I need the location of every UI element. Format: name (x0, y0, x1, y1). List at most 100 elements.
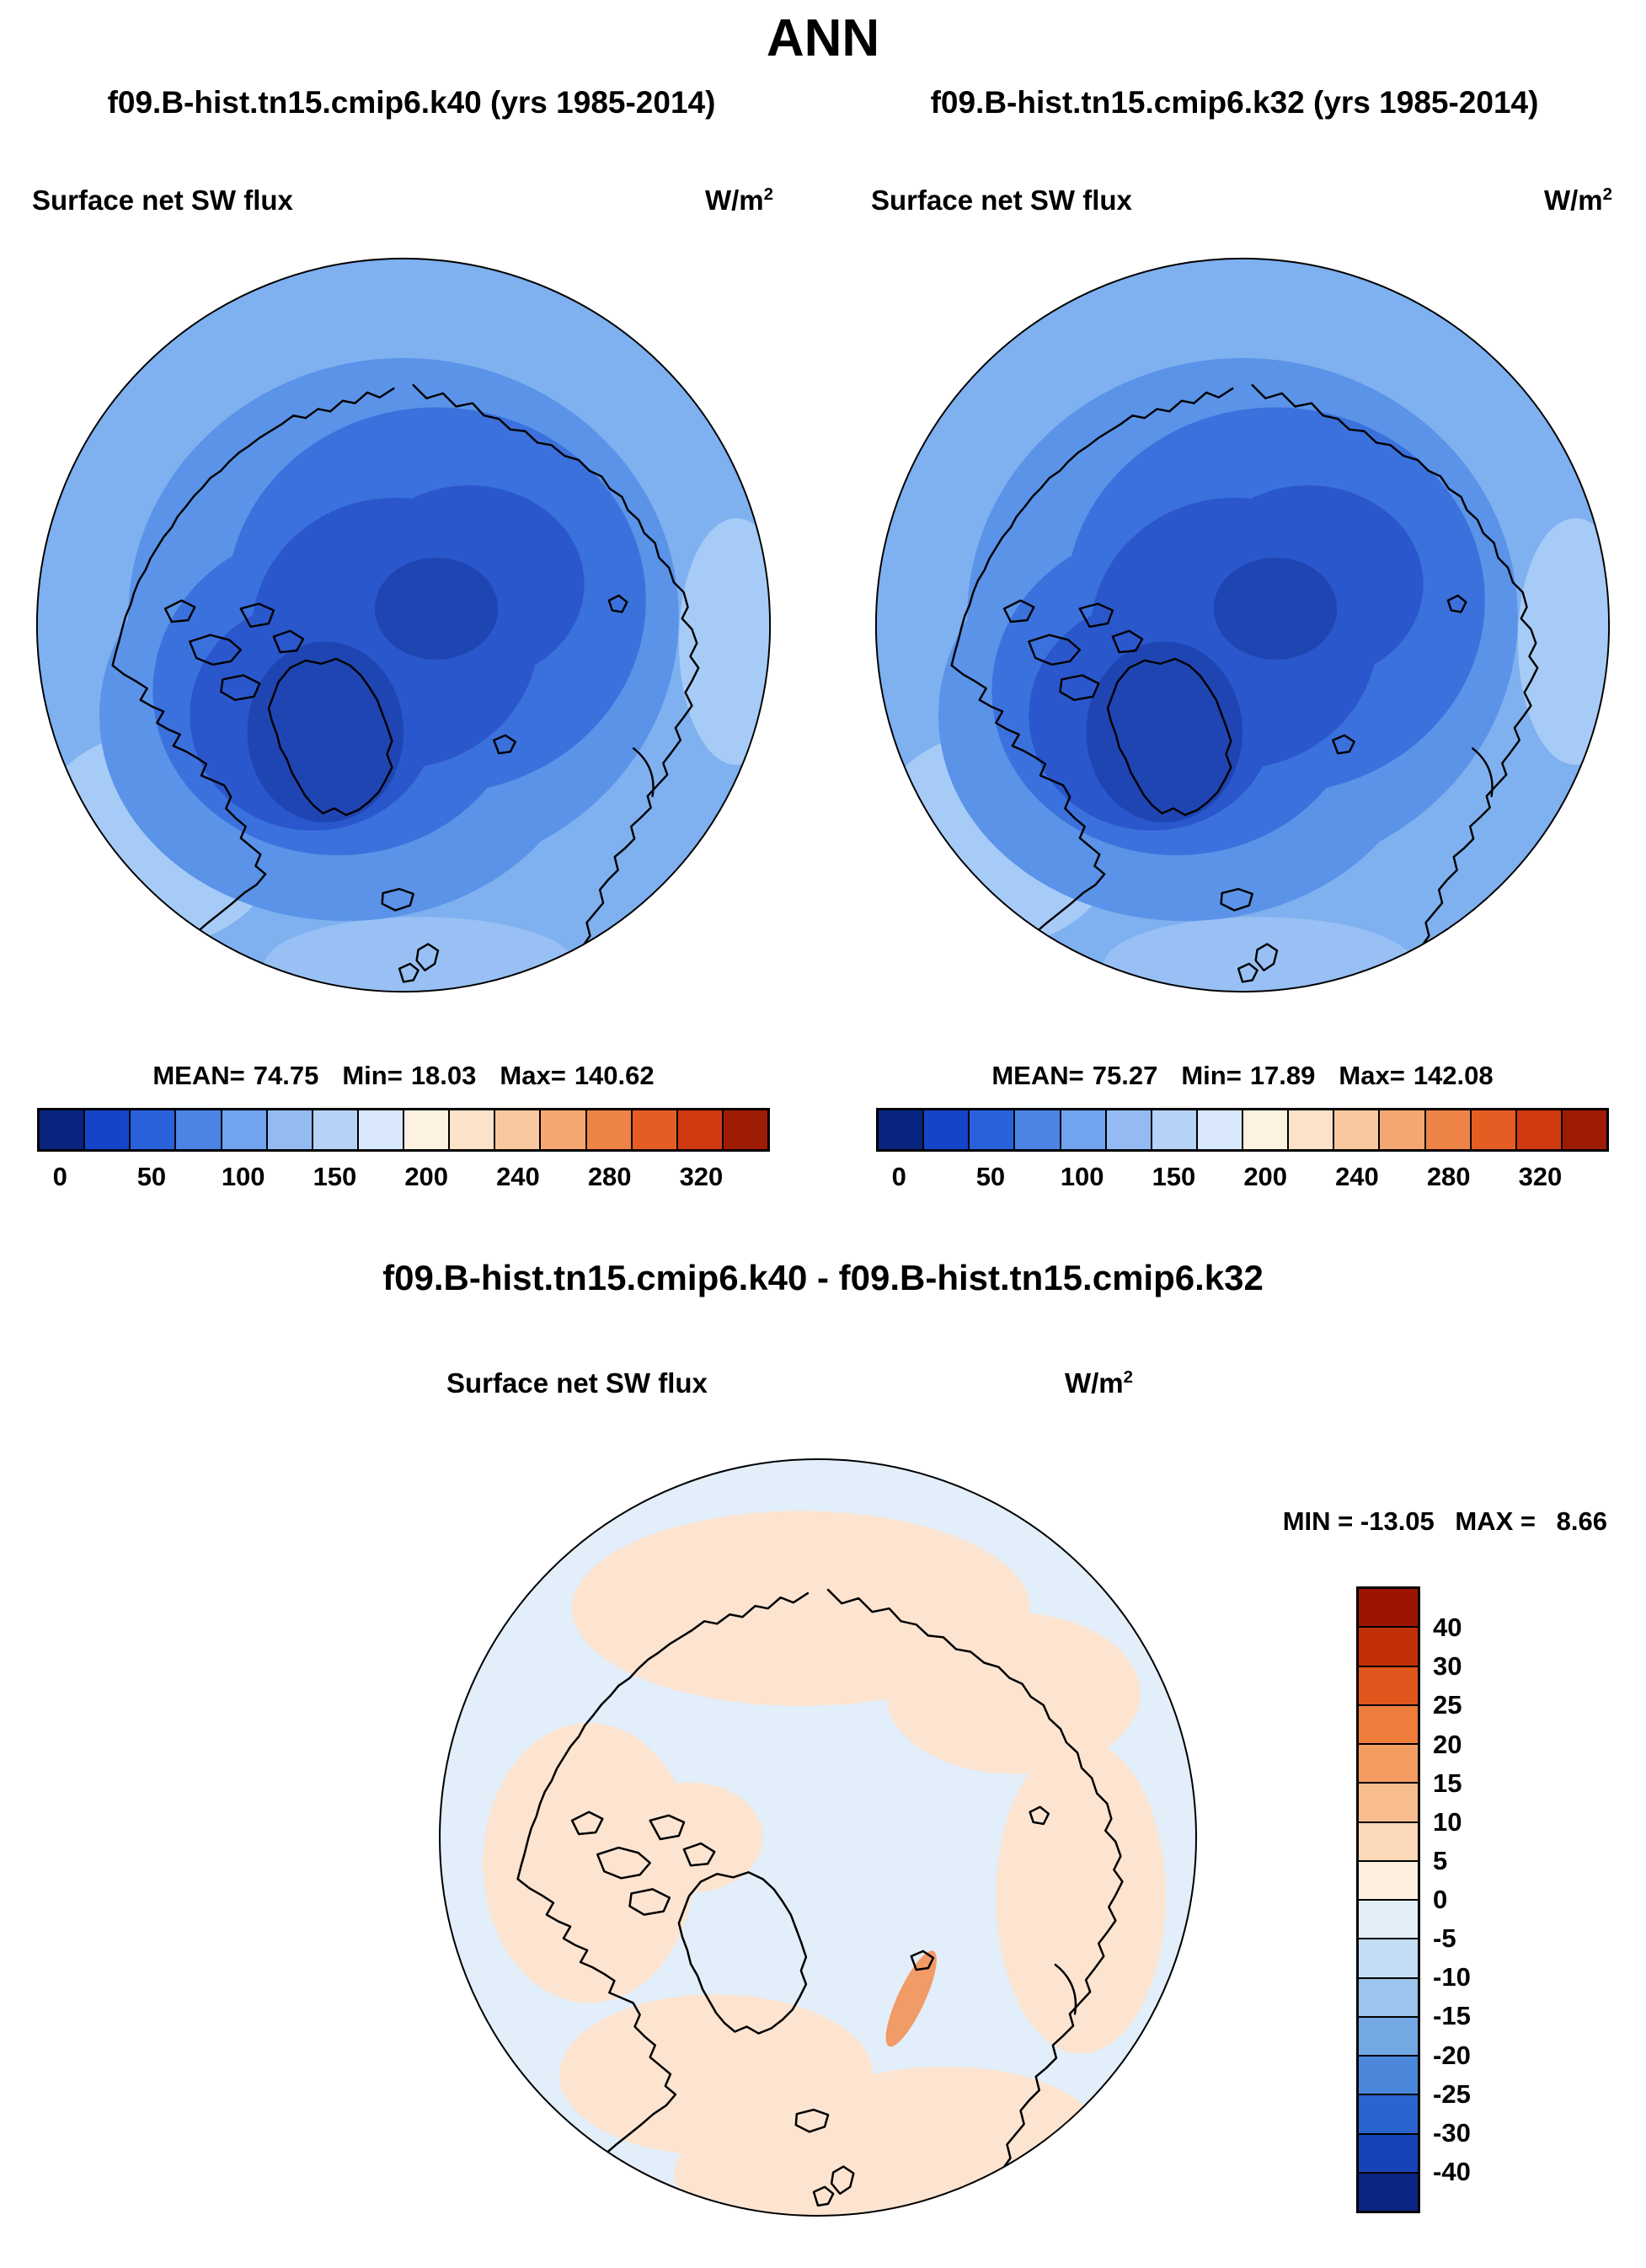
diff-min-label: MIN = (1282, 1506, 1354, 1536)
colorbar-tick-label: 15 (1433, 1768, 1462, 1798)
figure-page: ANN f09.B-hist.tn15.cmip6.k40 (yrs 1985-… (0, 8, 1646, 2232)
figure-title: ANN (766, 9, 880, 67)
units-label: W/m2 (1543, 185, 1612, 216)
colorbar-segment (1333, 1110, 1379, 1149)
colorbar-tick-label: 0 (52, 1162, 67, 1191)
colorbar-tick-label: 100 (221, 1162, 265, 1191)
min-value: 18.03 (410, 1061, 477, 1090)
colorbar-segment (1287, 1110, 1333, 1149)
colorbar-segment (721, 1110, 767, 1149)
diff-max-value: 8.66 (1556, 1506, 1607, 1536)
colorbar-segment (265, 1110, 312, 1149)
diff-min-value: -13.05 (1360, 1506, 1435, 1536)
colorbar-tick-label: -40 (1433, 2156, 1471, 2186)
max-value: 140.62 (574, 1061, 655, 1090)
colorbar-segment (1059, 1110, 1105, 1149)
colorbar-segment (1359, 1626, 1418, 1666)
colorbar-segment (630, 1110, 676, 1149)
colorbar-tick-label: 40 (1433, 1613, 1462, 1643)
colorbar-segment (1359, 2171, 1418, 2211)
flux-colorbar-ticks-k40: 0 50 100 150 200 240 280 320 (37, 1158, 770, 1199)
diff-panel-header: Surface net SW flux W/m2 (446, 1367, 1133, 1399)
colorbar-segment (1378, 1110, 1424, 1149)
colorbar-segment (1359, 2132, 1418, 2172)
colorbar-tick-label: 280 (587, 1162, 632, 1191)
colorbar-segment (494, 1110, 540, 1149)
colorbar-segment (1424, 1110, 1470, 1149)
colorbar-tick-label: 50 (975, 1162, 1006, 1191)
colorbar-segment (1359, 1859, 1418, 1899)
stats-line-k40: MEAN= 74.75 Min= 18.03 Max= 140.62 (22, 1061, 785, 1091)
units-label: W/m2 (1064, 1367, 1133, 1399)
mean-value: 74.75 (253, 1061, 319, 1090)
colorbar-segment (1359, 2015, 1418, 2055)
colorbar-segment (539, 1110, 585, 1149)
colorbar-tick-label: 200 (1243, 1162, 1288, 1191)
difference-heading: f09.B-hist.tn15.cmip6.k40 - f09.B-hist.t… (382, 1258, 1264, 1297)
colorbar-segment (676, 1110, 722, 1149)
colorbar-segment (1359, 1821, 1418, 1860)
panel-k32: Surface net SW flux W/m2 MEAN= 75.27 Min= 1… (861, 185, 1624, 1199)
colorbar-segment (1359, 1976, 1418, 2016)
colorbar-segment (1359, 1782, 1418, 1821)
colorbar-tick-label: -10 (1433, 1962, 1471, 1993)
colorbar-tick-label: 50 (136, 1162, 167, 1191)
colorbar-tick-label: -5 (1433, 1923, 1456, 1954)
flux-colorbar-ticks-k32: 0 50 100 150 200 240 280 320 (876, 1158, 1609, 1199)
colorbar-segment (1359, 1938, 1418, 1977)
colorbar-tick-label: -15 (1433, 2001, 1471, 2031)
colorbar-segment (1359, 1665, 1418, 1704)
colorbar-segment (1242, 1110, 1288, 1149)
max-label: Max= (500, 1061, 566, 1090)
colorbar-segment (83, 1110, 130, 1149)
min-label: Min= (342, 1061, 403, 1090)
colorbar-segment (922, 1110, 969, 1149)
colorbar-tick-label: 200 (404, 1162, 449, 1191)
diff-max-label: MAX = (1455, 1506, 1536, 1536)
max-label: Max= (1339, 1061, 1405, 1090)
flux-colorbar-k40 (37, 1108, 770, 1152)
min-value: 17.89 (1249, 1061, 1316, 1090)
colorbar-tick-label: 240 (496, 1162, 540, 1191)
colorbar-segment (1150, 1110, 1196, 1149)
case-titles: f09.B-hist.tn15.cmip6.k40 (yrs 1985-2014… (0, 85, 1646, 120)
comparison-panels: Surface net SW flux W/m2 MEAN= 74.75 Min= 1… (0, 185, 1646, 1199)
colorbar-tick-label: 240 (1335, 1162, 1379, 1191)
panel-k40: Surface net SW flux W/m2 MEAN= 74.75 Min= 1… (22, 185, 785, 1199)
min-label: Min= (1181, 1061, 1242, 1090)
colorbar-segment (1359, 1589, 1418, 1627)
colorbar-segment (356, 1110, 403, 1149)
mean-label: MEAN= (991, 1061, 1084, 1090)
colorbar-segment (968, 1110, 1014, 1149)
diff-colorbar: 40 30 25 20 15 10 5 0 -5 -10 -15 -20 -25 -30 -40 (1356, 1586, 1471, 2213)
colorbar-tick-label: 30 (1433, 1651, 1462, 1682)
colorbar-tick-label: 100 (1060, 1162, 1104, 1191)
colorbar-tick-label: 5 (1433, 1845, 1448, 1875)
colorbar-segment (220, 1110, 266, 1149)
colorbar-segment (1359, 1743, 1418, 1783)
colorbar-tick-label: 280 (1426, 1162, 1471, 1191)
difference-section: f09.B-hist.tn15.cmip6.k40 - f09.B-hist.t… (0, 1258, 1646, 2232)
colorbar-segment (311, 1110, 357, 1149)
colorbar-tick-label: -30 (1433, 2117, 1471, 2148)
colorbar-tick-label: 10 (1433, 1806, 1462, 1837)
colorbar-segment (1104, 1110, 1151, 1149)
colorbar-segment (129, 1110, 175, 1149)
flux-map-k40 (35, 257, 772, 993)
colorbar-tick-label: 150 (1152, 1162, 1196, 1191)
colorbar-segment (1469, 1110, 1515, 1149)
diff-map (439, 1458, 1197, 2217)
diff-minmax-line: MIN = -13.05 MAX = 8.66 (1283, 1506, 1607, 1537)
flux-map-k32 (874, 257, 1611, 993)
colorbar-segment (448, 1110, 494, 1149)
colorbar-segment (1359, 2094, 1418, 2133)
colorbar-tick-label: 0 (891, 1162, 906, 1191)
colorbar-segment (1195, 1110, 1242, 1149)
colorbar-segment (585, 1110, 631, 1149)
colorbar-tick-label: 150 (313, 1162, 357, 1191)
max-value: 142.08 (1413, 1061, 1494, 1090)
flux-colorbar-k32 (876, 1108, 1609, 1152)
colorbar-segment (1359, 1704, 1418, 1743)
panel-k40-header: Surface net SW flux W/m2 (22, 185, 785, 217)
colorbar-segment (1359, 2055, 1418, 2094)
